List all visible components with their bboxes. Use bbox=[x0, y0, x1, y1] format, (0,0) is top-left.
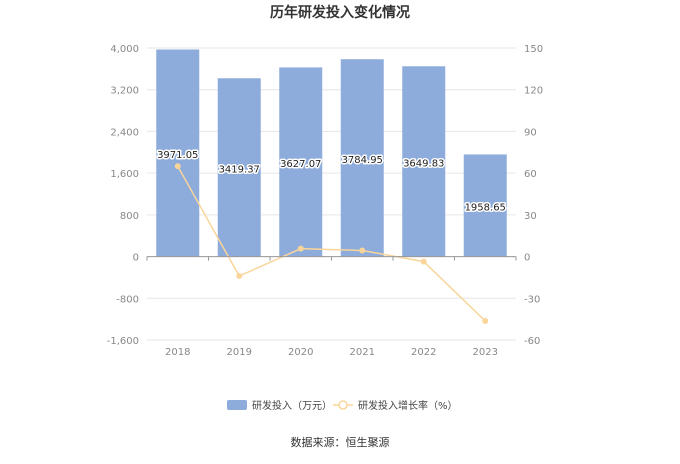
bar-series bbox=[156, 49, 507, 257]
right-axis-ticks: -60 -30 0 30 60 90 120 150 bbox=[524, 44, 543, 347]
chart-title: 历年研发投入变化情况 bbox=[270, 4, 410, 21]
legend-swatch-marker bbox=[338, 400, 348, 410]
legend-label-rd-investment: 研发投入（万元） bbox=[252, 399, 332, 412]
left-tick-label: 3,200 bbox=[110, 86, 139, 97]
growth-rate-point-2019[interactable] bbox=[236, 273, 243, 280]
left-tick-label: 1,600 bbox=[110, 169, 139, 180]
right-tick-label: 0 bbox=[524, 253, 530, 264]
x-tick-label: 2020 bbox=[288, 347, 313, 358]
right-tick-label: 30 bbox=[524, 211, 537, 222]
bar-value-label: 3649.83 bbox=[403, 158, 444, 169]
growth-rate-point-2018[interactable] bbox=[174, 163, 181, 170]
legend-label-growth-rate: 研发投入增长率（%） bbox=[358, 399, 458, 412]
growth-rate-line bbox=[177, 165, 486, 322]
bar-value-label: 1958.65 bbox=[465, 203, 506, 214]
bar-2022[interactable] bbox=[402, 66, 446, 257]
right-tick-label: 150 bbox=[524, 44, 543, 55]
x-axis: 2018 2019 2020 2021 2022 2023 bbox=[146, 256, 517, 358]
bar-value-label: 3971.05 bbox=[157, 150, 198, 161]
legend-item-growth-rate[interactable]: 研发投入增长率（%） bbox=[333, 399, 458, 412]
legend-swatch-bar bbox=[227, 400, 247, 410]
growth-rate-point-2020[interactable] bbox=[297, 245, 304, 252]
bar-2019[interactable] bbox=[217, 78, 261, 257]
left-axis-ticks: -1,600 -800 0 800 1,600 2,400 3,200 4,000 bbox=[107, 44, 139, 347]
bar-value-label: 3627.07 bbox=[280, 159, 321, 170]
x-tick-label: 2023 bbox=[473, 347, 498, 358]
legend-item-rd-investment[interactable]: 研发投入（万元） bbox=[227, 399, 332, 412]
right-tick-label: 120 bbox=[524, 86, 543, 97]
growth-rate-point-2021[interactable] bbox=[359, 247, 366, 254]
bar-2018[interactable] bbox=[156, 49, 200, 257]
growth-rate-point-2022[interactable] bbox=[420, 258, 427, 265]
bar-2021[interactable] bbox=[340, 59, 384, 257]
x-tick-label: 2019 bbox=[227, 347, 252, 358]
right-tick-label: 60 bbox=[524, 169, 537, 180]
bar-data-labels: 3971.05 3419.37 3627.07 3784.95 3649.83 1958.… bbox=[156, 149, 508, 215]
bar-value-label: 3784.95 bbox=[342, 155, 383, 166]
x-tick-label: 2022 bbox=[411, 347, 436, 358]
x-tick-label: 2021 bbox=[350, 347, 375, 358]
right-tick-label: 90 bbox=[524, 127, 537, 138]
right-tick-label: -30 bbox=[524, 294, 540, 305]
left-tick-label: 4,000 bbox=[110, 44, 139, 55]
bar-2023[interactable] bbox=[463, 154, 507, 257]
x-tick-label: 2018 bbox=[165, 347, 190, 358]
bar-value-label: 3419.37 bbox=[219, 164, 260, 175]
right-tick-label: -60 bbox=[524, 336, 540, 347]
legend: 研发投入（万元） 研发投入增长率（%） bbox=[227, 399, 458, 412]
left-tick-label: 0 bbox=[133, 253, 139, 264]
bar-2020[interactable] bbox=[279, 67, 323, 257]
left-tick-label: -800 bbox=[116, 294, 139, 305]
left-tick-label: 800 bbox=[120, 211, 139, 222]
growth-rate-series bbox=[174, 163, 489, 324]
growth-rate-point-2023[interactable] bbox=[482, 317, 489, 324]
data-source: 数据来源：恒生聚源 bbox=[291, 435, 390, 449]
left-tick-label: 2,400 bbox=[110, 127, 139, 138]
left-tick-label: -1,600 bbox=[107, 336, 139, 347]
